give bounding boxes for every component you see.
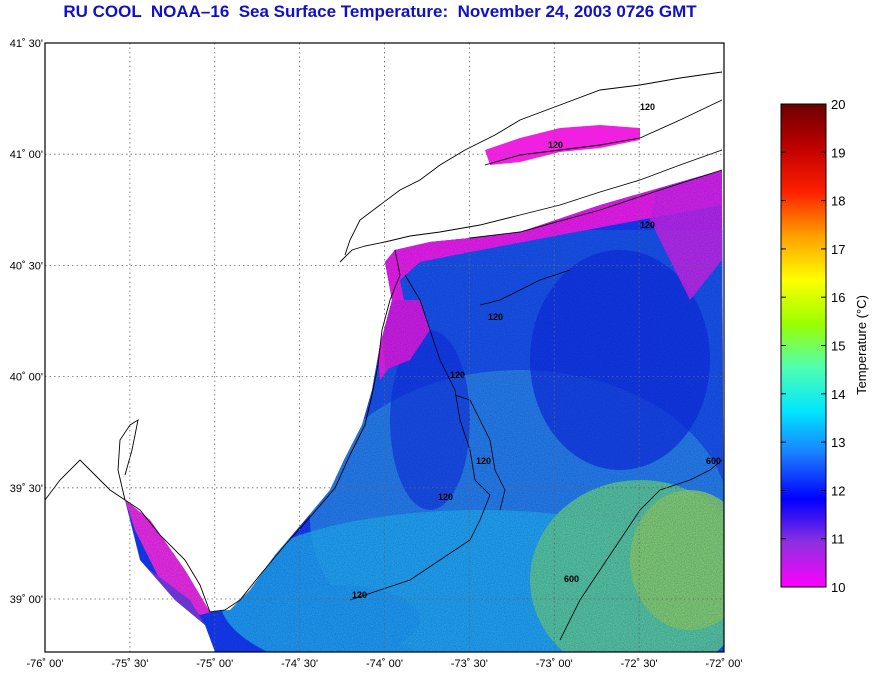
longitude-tick-label: -75˚ 00' (196, 658, 233, 670)
latitude-tick-label: 40˚ 30' (10, 260, 43, 272)
contour-label: 120 (438, 492, 453, 502)
latitude-tick-label: 41˚ 00' (10, 149, 43, 161)
colorbar-tick-label: 19 (831, 145, 845, 160)
contour-label: 120 (548, 140, 563, 150)
colorbar-tick-label: 11 (831, 532, 845, 547)
bathymetry-contours (349, 269, 723, 641)
page-title: RU COOL NOAA–16 Sea Surface Temperature:… (63, 2, 697, 21)
longitude-tick-label: -73˚ 30' (451, 658, 488, 670)
longitude-tick-label: -75˚ 30' (111, 658, 148, 670)
latitude-tick-label: 39˚ 00' (10, 594, 43, 606)
contour-label: 120 (488, 312, 503, 322)
longitude-tick-label: -73˚ 00' (536, 658, 573, 670)
colorbar-tick-label: 18 (831, 194, 845, 209)
colorbar-gradient (781, 104, 826, 587)
long-island-sound-cold-water (485, 125, 640, 165)
longitude-axis: -76˚ 00' -75˚ 30' -75˚ 00' -74˚ 30' -74˚ 00'… (27, 658, 743, 670)
colorbar-tick-label: 20 (831, 97, 845, 112)
longitude-tick-label: -76˚ 00' (27, 658, 64, 670)
colorbar-tick-label: 17 (831, 242, 845, 257)
colorbar-tick-label: 16 (831, 290, 845, 305)
contour-label: 600 (564, 574, 579, 584)
latitude-axis: 41˚ 30' 41˚ 00' 40˚ 30' 40˚ 00' 39˚ 30' 39˚ 0… (10, 38, 43, 606)
latitude-tick-label: 39˚ 30' (10, 483, 43, 495)
colorbar-tick-label: 13 (831, 435, 845, 450)
contour-label: 120 (352, 590, 367, 600)
contour-label: 120 (640, 102, 655, 112)
longitude-tick-label: -72˚ 30' (621, 658, 658, 670)
colorbar-tick-label: 15 (831, 339, 845, 354)
contour-label: 120 (450, 370, 465, 380)
graticule (45, 43, 724, 652)
map-frame (44, 42, 725, 653)
longitude-tick-label: -72˚ 00' (706, 658, 743, 670)
contour-labels: 120 120 120 120 120 120 120 120 600 600 (352, 102, 721, 600)
colorbar-tick-label: 14 (831, 387, 845, 402)
colorbar: 20 19 18 17 16 15 14 13 12 11 10 Temperature (°C) (780, 97, 869, 595)
contour-label: 600 (706, 456, 721, 466)
contour-label: 120 (640, 220, 655, 230)
longitude-tick-label: -74˚ 30' (281, 658, 318, 670)
coastline (44, 71, 723, 613)
contour-label: 120 (476, 456, 491, 466)
latitude-tick-label: 41˚ 30' (10, 38, 43, 50)
colorbar-tick-label: 12 (831, 483, 845, 498)
longitude-tick-label: -74˚ 00' (366, 658, 403, 670)
latitude-tick-label: 40˚ 00' (10, 372, 43, 384)
colorbar-tick-label: 10 (831, 580, 845, 595)
colorbar-label: Temperature (°C) (854, 295, 869, 395)
